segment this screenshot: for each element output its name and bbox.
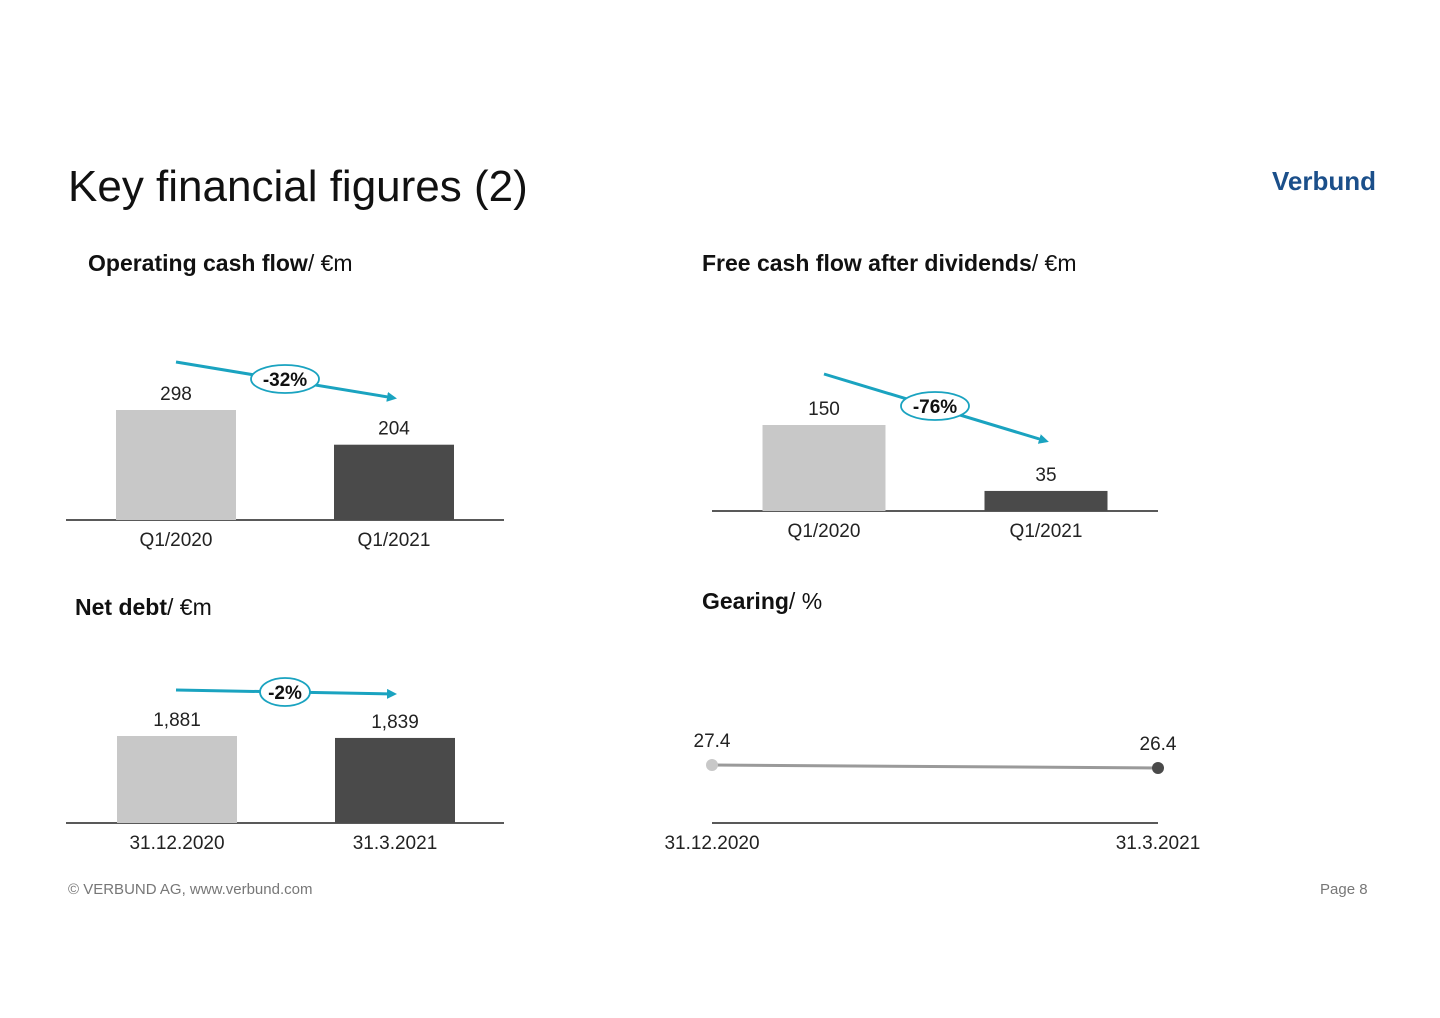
nd-value-label-1: 1,881 [153,710,201,731]
fcf-change-label: -76% [913,397,957,418]
page-number: Page 8 [1320,881,1368,898]
net-debt-heading: Net debt/ €m [75,594,212,621]
nd-change-badge [259,677,311,707]
gr-value-label-2: 26.4 [1140,734,1177,755]
nd-bar-2 [335,737,455,823]
nd-bar-1 [117,736,237,823]
nd-value-label-2: 1,839 [371,712,419,733]
ocf-bar-2 [334,444,454,520]
nd-heading-bold: Net debt [75,594,167,620]
fcf-category-label-1: Q1/2020 [788,521,861,542]
ocf-change-badge [250,364,320,394]
fcf-heading-bold: Free cash flow after dividends [702,250,1032,276]
gr-series-line [711,763,1159,770]
gr-value-label-1: 27.4 [694,731,731,752]
gr-point-1 [706,759,718,771]
fcf-change-badge [900,391,970,421]
ocf-heading-unit: / €m [307,250,353,276]
free-cash-flow-heading: Free cash flow after dividends/ €m [702,250,1077,277]
ocf-change-label: -32% [263,370,307,391]
verbund-logo: Verbund [1272,166,1377,196]
fcf-heading-unit: / €m [1031,250,1077,276]
nd-category-label-1: 31.12.2020 [129,833,224,854]
copyright-footer: © VERBUND AG, www.verbund.com [68,881,313,898]
fcf-bar-2 [984,490,1108,511]
nd-change-label: -2% [268,683,302,704]
ocf-value-label-2: 204 [378,419,410,440]
ocf-bar-1 [116,410,236,520]
ocf-category-label-1: Q1/2020 [140,530,213,551]
gr-category-label-2: 31.3.2021 [1116,833,1201,854]
gr-category-label-1: 31.12.2020 [664,833,759,854]
ocf-heading-bold: Operating cash flow [88,250,308,276]
nd-category-label-2: 31.3.2021 [353,833,438,854]
gr-heading-unit: / % [788,588,823,614]
fcf-category-label-2: Q1/2021 [1010,521,1083,542]
gr-point-2 [1152,762,1164,774]
ocf-value-label-1: 298 [160,384,192,405]
fcf-value-label-2: 35 [1035,465,1056,486]
fcf-value-label-1: 150 [808,399,840,420]
fcf-bar-1 [762,425,886,511]
operating-cash-flow-heading: Operating cash flow/ €m [88,250,353,277]
nd-heading-unit: / €m [167,594,212,620]
page-title: Key financial figures (2) [68,162,528,211]
gr-heading-bold: Gearing [702,588,789,614]
ocf-category-label-2: Q1/2021 [358,530,431,551]
gearing-heading: Gearing/ % [702,588,822,615]
